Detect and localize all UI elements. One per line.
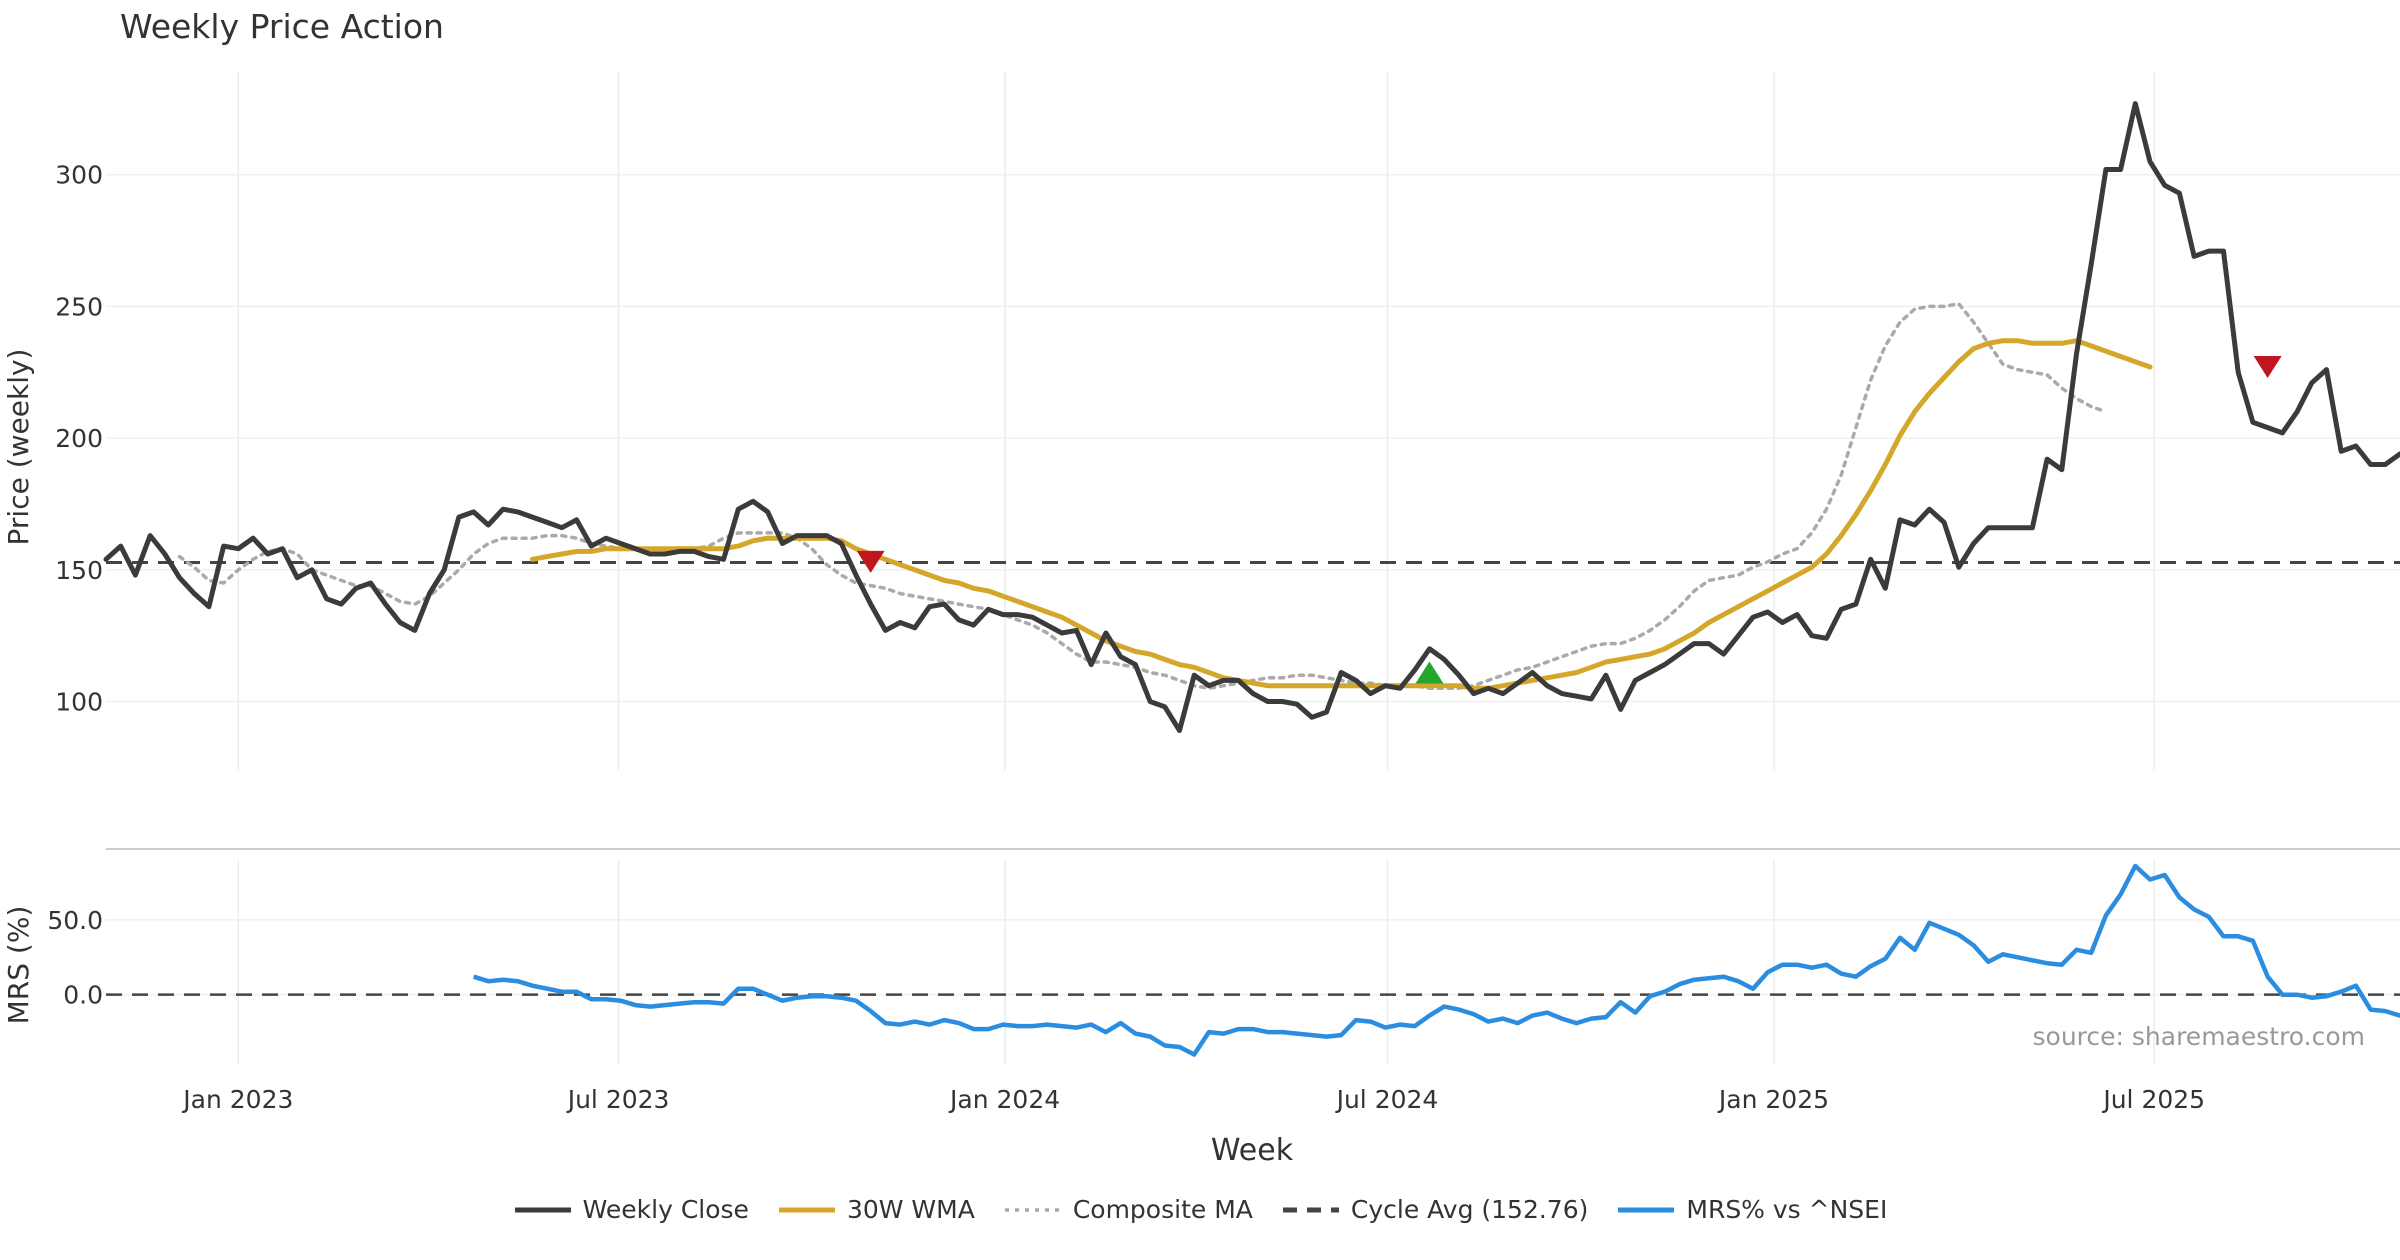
price-y-tick-labels: 100 150 200 250 300	[55, 161, 103, 717]
x-tick-label: Jul 2025	[2101, 1085, 2205, 1114]
price-y-tick-label: 250	[55, 292, 103, 321]
legend-label: Composite MA	[1072, 1195, 1253, 1224]
legend-label: 30W WMA	[846, 1195, 975, 1224]
composite-ma-line	[177, 302, 2108, 691]
x-tick-labels: Jan 2023 Jul 2023 Jan 2024 Jul 2024 Jan 2025…	[181, 1085, 2205, 1114]
legend: Weekly Close 30W WMA Composite MA Cycle Avg…	[0, 1195, 2400, 1224]
mrs-y-tick-label: 50.0	[47, 906, 103, 935]
legend-item-30w-wma: 30W WMA	[777, 1195, 975, 1224]
legend-item-weekly-close: Weekly Close	[513, 1195, 749, 1224]
30w-wma-line	[529, 338, 2153, 691]
source-note: source: sharemaestro.com	[2033, 1022, 2366, 1051]
legend-swatch	[1004, 1207, 1061, 1212]
mrs-series	[106, 863, 2400, 1057]
legend-swatch	[514, 1207, 571, 1212]
chart-title: Weekly Price Action	[120, 7, 444, 46]
mrs-vs-nsei-line	[472, 863, 2400, 1057]
chart: Weekly Price Action 100 150 200 250 300 0.0 5…	[2, 7, 2400, 1168]
x-tick-label: Jan 2023	[181, 1085, 293, 1114]
legend-label: MRS% vs ^NSEI	[1686, 1195, 1888, 1224]
legend-item-mrs-vs-nsei: MRS% vs ^NSEI	[1616, 1195, 1887, 1224]
legend-swatch	[778, 1207, 835, 1212]
legend-label: Weekly Close	[582, 1195, 749, 1224]
x-tick-label: Jul 2024	[1335, 1085, 1439, 1114]
mrs-y-tick-labels: 0.0 50.0	[47, 906, 103, 1010]
sell-signal-marker	[2253, 356, 2282, 379]
x-axis-label: Week	[1211, 1133, 1294, 1168]
x-tick-label: Jan 2024	[948, 1085, 1060, 1114]
signal-markers	[856, 356, 2282, 684]
mrs-y-tick-label: 0.0	[63, 981, 103, 1010]
price-series	[103, 101, 2400, 733]
price-y-tick-label: 150	[55, 556, 103, 585]
legend-swatch	[1618, 1207, 1675, 1212]
legend-item-cycle-avg-152-76: Cycle Avg (152.76)	[1281, 1195, 1589, 1224]
legend-swatch	[1282, 1207, 1339, 1212]
price-y-tick-label: 100	[55, 688, 103, 717]
price-y-tick-label: 300	[55, 161, 103, 190]
legend-item-composite-ma: Composite MA	[1003, 1195, 1253, 1224]
x-tick-label: Jan 2025	[1717, 1085, 1829, 1114]
price-y-tick-label: 200	[55, 424, 103, 453]
price-gridlines	[106, 72, 2400, 770]
price-y-axis-label: Price (weekly)	[2, 349, 35, 546]
mrs-y-axis-label: MRS (%)	[2, 906, 35, 1025]
weekly-close-line	[103, 101, 2400, 733]
buy-signal-marker	[1415, 661, 1444, 684]
sell-signal-marker	[856, 550, 885, 573]
x-tick-label: Jul 2023	[566, 1085, 670, 1114]
legend-label: Cycle Avg (152.76)	[1350, 1195, 1589, 1224]
